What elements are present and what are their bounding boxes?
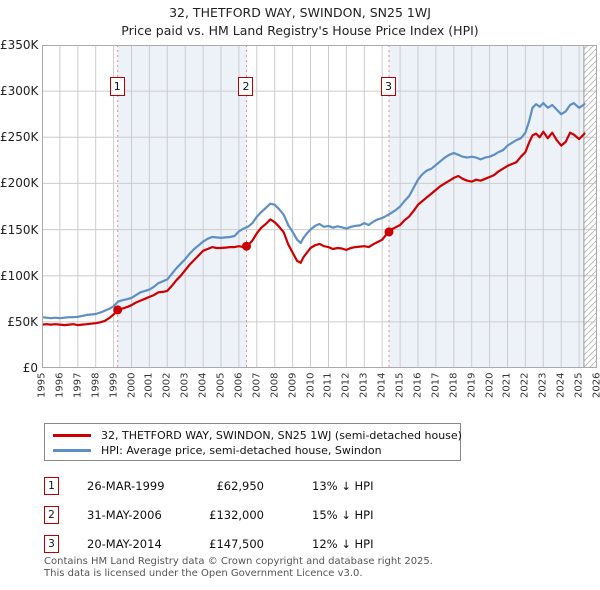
- plot-border: [42, 45, 597, 368]
- x-axis-tick-label: 2025: [573, 372, 585, 398]
- ownership-period-band: [389, 45, 584, 368]
- x-axis-tick-label: 2003: [179, 372, 191, 398]
- sale-point-dot-2: [242, 241, 251, 251]
- price-history-chart: [42, 45, 597, 368]
- x-axis-tick-label: 2024: [555, 372, 567, 398]
- x-axis-tick-label: 1997: [72, 372, 84, 398]
- sale-point-dot-3: [384, 227, 394, 237]
- legend-label: 32, THETFORD WAY, SWINDON, SN25 1WJ (sem…: [101, 429, 462, 442]
- transaction-hpi-delta: 15% ↓ HPI: [312, 508, 374, 522]
- page-subtitle: Price paid vs. HM Land Registry's House …: [121, 23, 479, 38]
- transaction-date: 31-MAY-2006: [87, 508, 162, 522]
- x-axis-tick-label: 2005: [215, 372, 227, 398]
- price-paid-line-swatch: [53, 434, 91, 437]
- x-axis-tick-label: 2004: [197, 372, 209, 398]
- transaction-hpi-delta: 12% ↓ HPI: [312, 537, 374, 551]
- x-axis-tick-label: 1995: [36, 372, 48, 398]
- ownership-period-band: [117, 45, 247, 368]
- future-region-hatch: [583, 45, 597, 368]
- transaction-price: £147,500: [209, 537, 264, 551]
- x-axis-tick-label: 2016: [412, 372, 424, 398]
- x-axis-tick-label: 2018: [448, 372, 460, 398]
- x-axis-tick-label: 2000: [126, 372, 138, 398]
- hpi-line-swatch: [53, 449, 91, 452]
- footer-line: Contains HM Land Registry data © Crown c…: [44, 556, 433, 567]
- legend-row-price-paid: 32, THETFORD WAY, SWINDON, SN25 1WJ (sem…: [53, 428, 462, 443]
- y-axis-tick-label: £0: [22, 361, 38, 375]
- x-axis-tick-label: 2010: [305, 372, 317, 398]
- y-axis-tick-label: £300K: [0, 84, 39, 99]
- x-axis-tick-label: 2006: [233, 372, 245, 398]
- legend-row-hpi: HPI: Average price, semi-detached house,…: [53, 443, 460, 458]
- hpi-line: [42, 101, 586, 320]
- x-axis-tick-label: 2017: [430, 372, 442, 398]
- y-axis-tick-label: £150K: [0, 222, 39, 237]
- x-axis-tick-label: 2007: [251, 372, 263, 398]
- transaction-date: 26-MAR-1999: [87, 479, 165, 493]
- x-axis-tick-label: 2015: [394, 372, 406, 398]
- footer-line: This data is licensed under the Open Gov…: [44, 567, 363, 579]
- chart-legend: 32, THETFORD WAY, SWINDON, SN25 1WJ (sem…: [44, 423, 462, 461]
- y-axis-tick-label: £350K: [0, 38, 39, 52]
- transaction-number-badge: 3: [44, 535, 59, 553]
- price-paid-line: [42, 130, 586, 327]
- x-axis-tick-label: 2002: [161, 372, 173, 398]
- x-axis-tick-label: 2013: [358, 372, 370, 398]
- sale-point-dot-1: [113, 305, 123, 315]
- y-axis-tick-label: £100K: [0, 268, 39, 283]
- x-axis-tick-label: 2023: [537, 372, 549, 398]
- x-axis-tick-label: 2021: [501, 372, 513, 398]
- x-axis-tick-label: 2020: [484, 372, 496, 398]
- x-axis-tick-label: 2008: [269, 372, 281, 398]
- x-axis-tick-label: 2022: [519, 372, 531, 398]
- x-axis-tick-label: 2019: [466, 372, 478, 398]
- transaction-price: £132,000: [209, 508, 264, 522]
- y-axis-tick-label: £250K: [0, 130, 39, 145]
- page-title: 32, THETFORD WAY, SWINDON, SN25 1WJ: [169, 5, 431, 20]
- transaction-price: £62,950: [216, 479, 264, 493]
- transaction-hpi-delta: 13% ↓ HPI: [312, 479, 374, 493]
- x-axis-tick-label: 2009: [287, 372, 299, 398]
- legend-label: HPI: Average price, semi-detached house,…: [101, 444, 382, 457]
- x-axis-tick-label: 1999: [108, 372, 120, 398]
- x-axis-tick-label: 1998: [90, 372, 102, 398]
- y-axis-tick-label: £200K: [0, 176, 39, 191]
- x-axis-tick-label: 2014: [376, 372, 388, 398]
- license-footer: Contains HM Land Registry data © Crown c…: [44, 556, 433, 579]
- y-axis-tick-label: £50K: [7, 314, 38, 329]
- x-axis-tick-label: 2011: [322, 372, 334, 398]
- x-axis-tick-label: 2026: [591, 372, 600, 398]
- x-axis-tick-label: 2012: [340, 372, 352, 398]
- transaction-number-badge: 2: [44, 506, 59, 524]
- x-axis-tick-label: 2001: [143, 372, 155, 398]
- x-axis-tick-label: 1996: [54, 372, 66, 398]
- transaction-date: 20-MAY-2014: [87, 537, 162, 551]
- transaction-number-badge: 1: [44, 477, 59, 495]
